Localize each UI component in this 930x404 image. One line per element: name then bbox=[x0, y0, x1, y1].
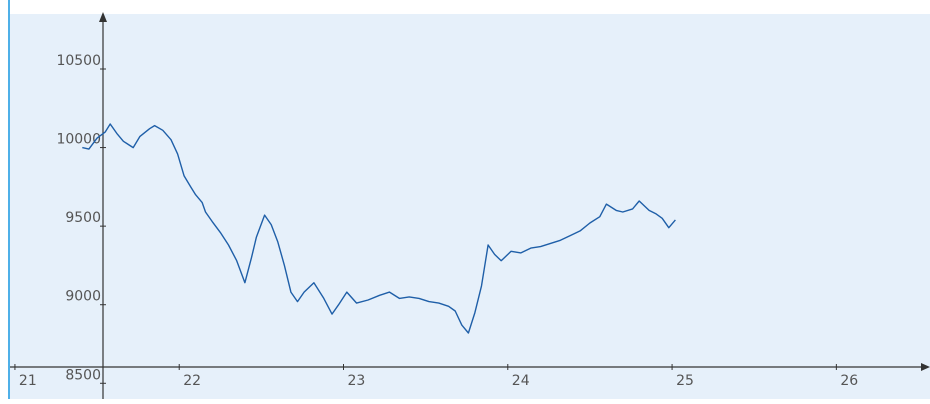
x-axis-arrow bbox=[921, 363, 930, 371]
x-tick-label: 26 bbox=[840, 373, 858, 389]
y-tick-label: 9500 bbox=[65, 210, 101, 226]
x-tick-label: 22 bbox=[183, 373, 201, 389]
y-tick-label: 8500 bbox=[65, 367, 101, 383]
x-tick-label: 21 bbox=[19, 373, 37, 389]
y-tick-label: 9000 bbox=[65, 289, 101, 305]
left-accent-bar bbox=[8, 0, 10, 399]
x-tick-label: 24 bbox=[512, 373, 530, 389]
x-tick-label: 25 bbox=[676, 373, 694, 389]
y-tick-label: 10500 bbox=[56, 53, 101, 69]
series-line bbox=[82, 123, 676, 334]
y-axis-ticks: 8500 9000 9500 10000 10500 bbox=[56, 53, 106, 384]
x-tick-label: 23 bbox=[348, 373, 366, 389]
plot-background bbox=[10, 14, 930, 399]
y-tick-label: 10000 bbox=[56, 132, 101, 148]
y-axis-arrow bbox=[99, 12, 107, 22]
x-axis-ticks: 21 22 23 24 25 26 bbox=[14, 364, 858, 389]
